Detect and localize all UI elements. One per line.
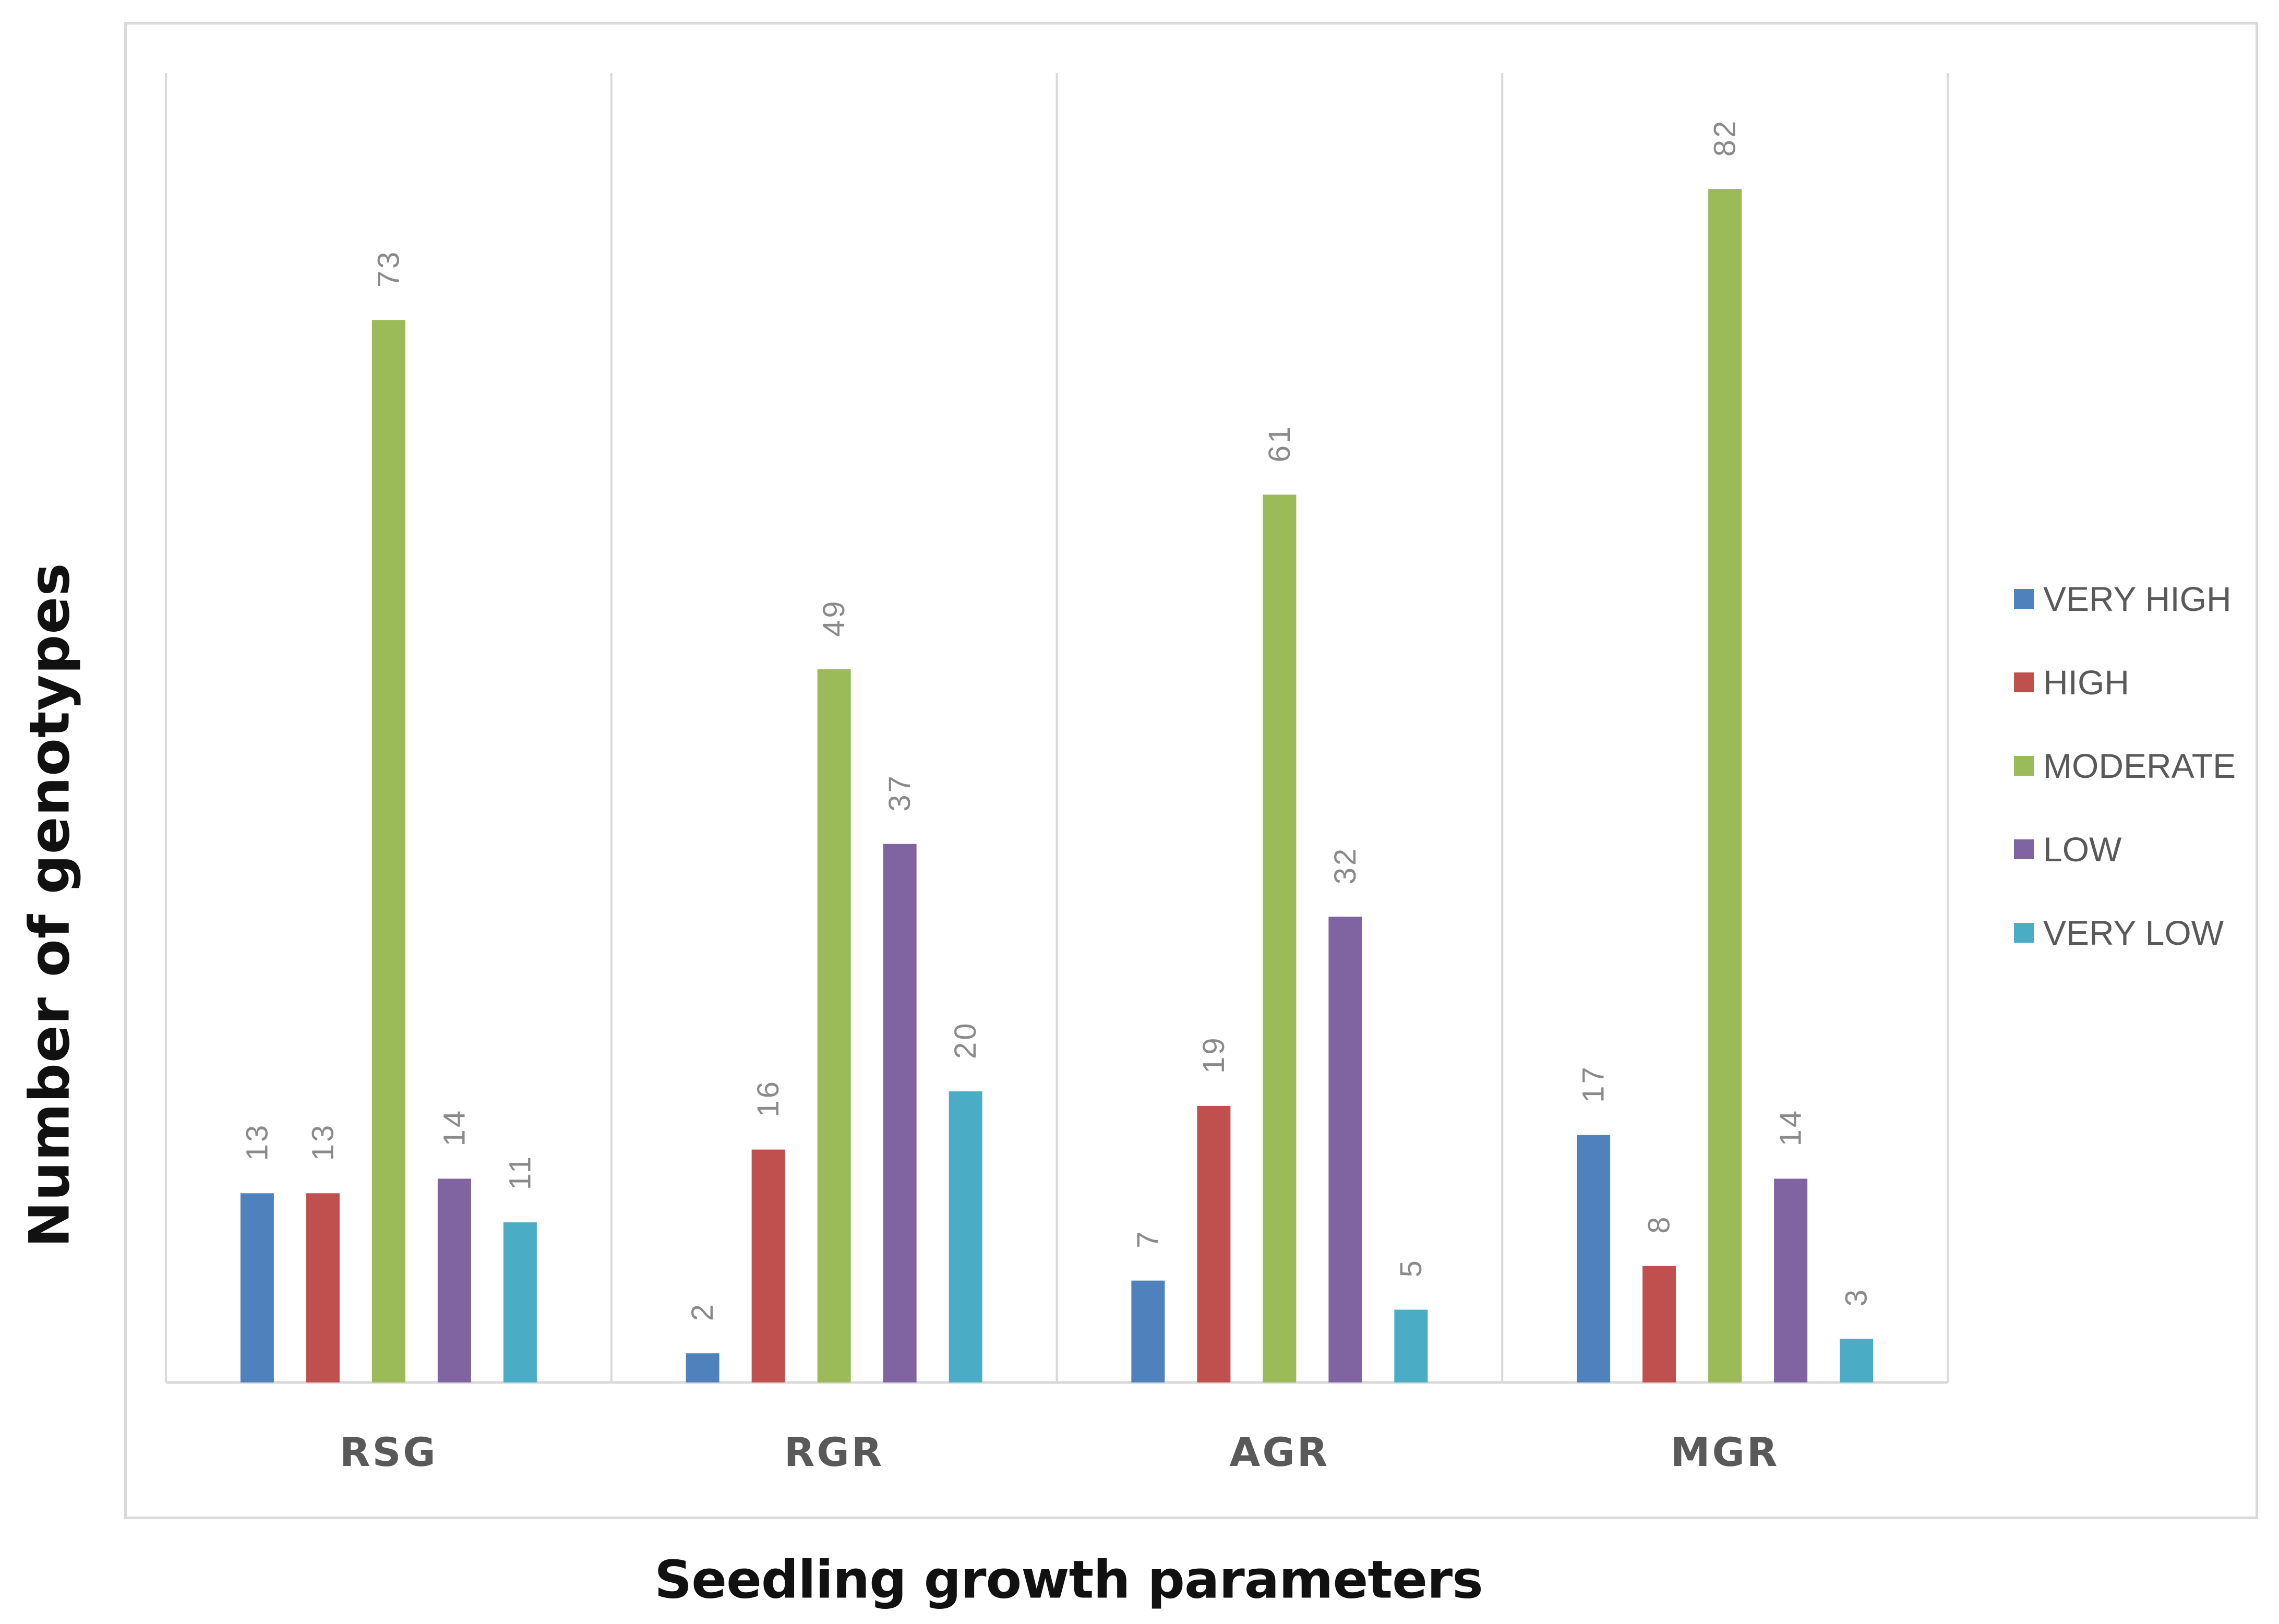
bar-mgr-very-low [1840, 1339, 1874, 1382]
category-axis: RSG RGR AGR MGR [340, 1429, 1780, 1475]
data-label-mgr-low: 14 [1774, 1109, 1808, 1147]
legend-label-very-high: VERY HIGH [2043, 580, 2232, 618]
data-label-rgr-moderate: 49 [817, 599, 851, 637]
data-label-mgr-moderate: 82 [1708, 119, 1742, 157]
category-label-rgr: RGR [784, 1429, 884, 1475]
data-label-agr-low: 32 [1328, 847, 1362, 885]
bar-rsg-high [306, 1193, 340, 1382]
y-axis-title: Number of genotypes [17, 562, 82, 1248]
data-label-mgr-high: 8 [1642, 1215, 1676, 1234]
bar-agr-moderate [1263, 495, 1297, 1382]
data-label-rgr-very-high: 2 [686, 1302, 719, 1321]
legend: VERY HIGH HIGH MODERATE LOW VERY LOW [2014, 580, 2236, 952]
legend-swatch-moderate [2014, 756, 2034, 776]
legend-label-high: HIGH [2043, 663, 2129, 702]
legend-swatch-high [2014, 672, 2034, 692]
data-label-rsg-high: 13 [306, 1123, 340, 1161]
category-label-mgr: MGR [1671, 1429, 1780, 1475]
legend-item-very-high: VERY HIGH [2014, 580, 2232, 618]
data-labels: 13 13 73 14 11 2 16 49 37 20 7 19 61 32 5 17 8 82 14 3 [240, 119, 1873, 1321]
bar-rgr-moderate [817, 669, 851, 1382]
data-label-rgr-very-low: 20 [949, 1021, 982, 1059]
data-label-rsg-very-high: 13 [240, 1123, 274, 1161]
bar-rgr-low [883, 844, 917, 1382]
legend-label-low: LOW [2043, 830, 2122, 869]
data-label-agr-very-low: 5 [1394, 1258, 1428, 1277]
category-label-agr: AGR [1230, 1429, 1330, 1475]
data-label-rsg-low: 14 [437, 1109, 471, 1147]
bar-mgr-high [1642, 1266, 1676, 1382]
data-label-rsg-very-low: 11 [503, 1154, 537, 1190]
legend-swatch-very-low [2014, 923, 2034, 943]
data-label-mgr-very-high: 17 [1577, 1065, 1611, 1103]
legend-swatch-low [2014, 839, 2034, 859]
bar-rsg-moderate [371, 320, 405, 1382]
bar-agr-very-high [1131, 1280, 1165, 1382]
gridlines [165, 73, 1949, 1384]
legend-swatch-very-high [2014, 589, 2034, 609]
chart-frame [124, 22, 2258, 1519]
legend-item-very-low: VERY LOW [2014, 913, 2224, 952]
data-label-rgr-high: 16 [751, 1079, 785, 1117]
bars [240, 189, 1874, 1383]
data-label-rsg-moderate: 73 [371, 250, 405, 288]
data-label-mgr-very-low: 3 [1840, 1288, 1874, 1306]
bar-agr-low [1328, 917, 1362, 1382]
bar-rgr-high [751, 1149, 785, 1382]
bar-rgr-very-low [949, 1091, 982, 1382]
bar-mgr-very-high [1577, 1135, 1611, 1382]
bar-agr-high [1197, 1105, 1231, 1382]
bar-rsg-very-low [503, 1222, 537, 1382]
legend-label-very-low: VERY LOW [2043, 913, 2224, 952]
bar-mgr-low [1774, 1178, 1808, 1382]
legend-item-low: LOW [2014, 830, 2122, 869]
bar-rgr-very-high [686, 1353, 719, 1382]
data-label-agr-very-high: 7 [1131, 1229, 1165, 1248]
x-axis-title: Seedling growth parameters [654, 1549, 1483, 1610]
bar-agr-very-low [1394, 1309, 1428, 1382]
bar-mgr-moderate [1708, 189, 1742, 1383]
data-label-agr-moderate: 61 [1263, 425, 1297, 463]
legend-item-moderate: MODERATE [2014, 747, 2236, 785]
category-label-rsg: RSG [340, 1429, 438, 1475]
legend-item-high: HIGH [2014, 663, 2129, 702]
legend-label-moderate: MODERATE [2043, 747, 2236, 785]
bar-rsg-very-high [240, 1193, 274, 1382]
bar-rsg-low [437, 1178, 471, 1382]
data-label-rgr-low: 37 [883, 774, 917, 812]
data-label-agr-high: 19 [1197, 1036, 1231, 1074]
